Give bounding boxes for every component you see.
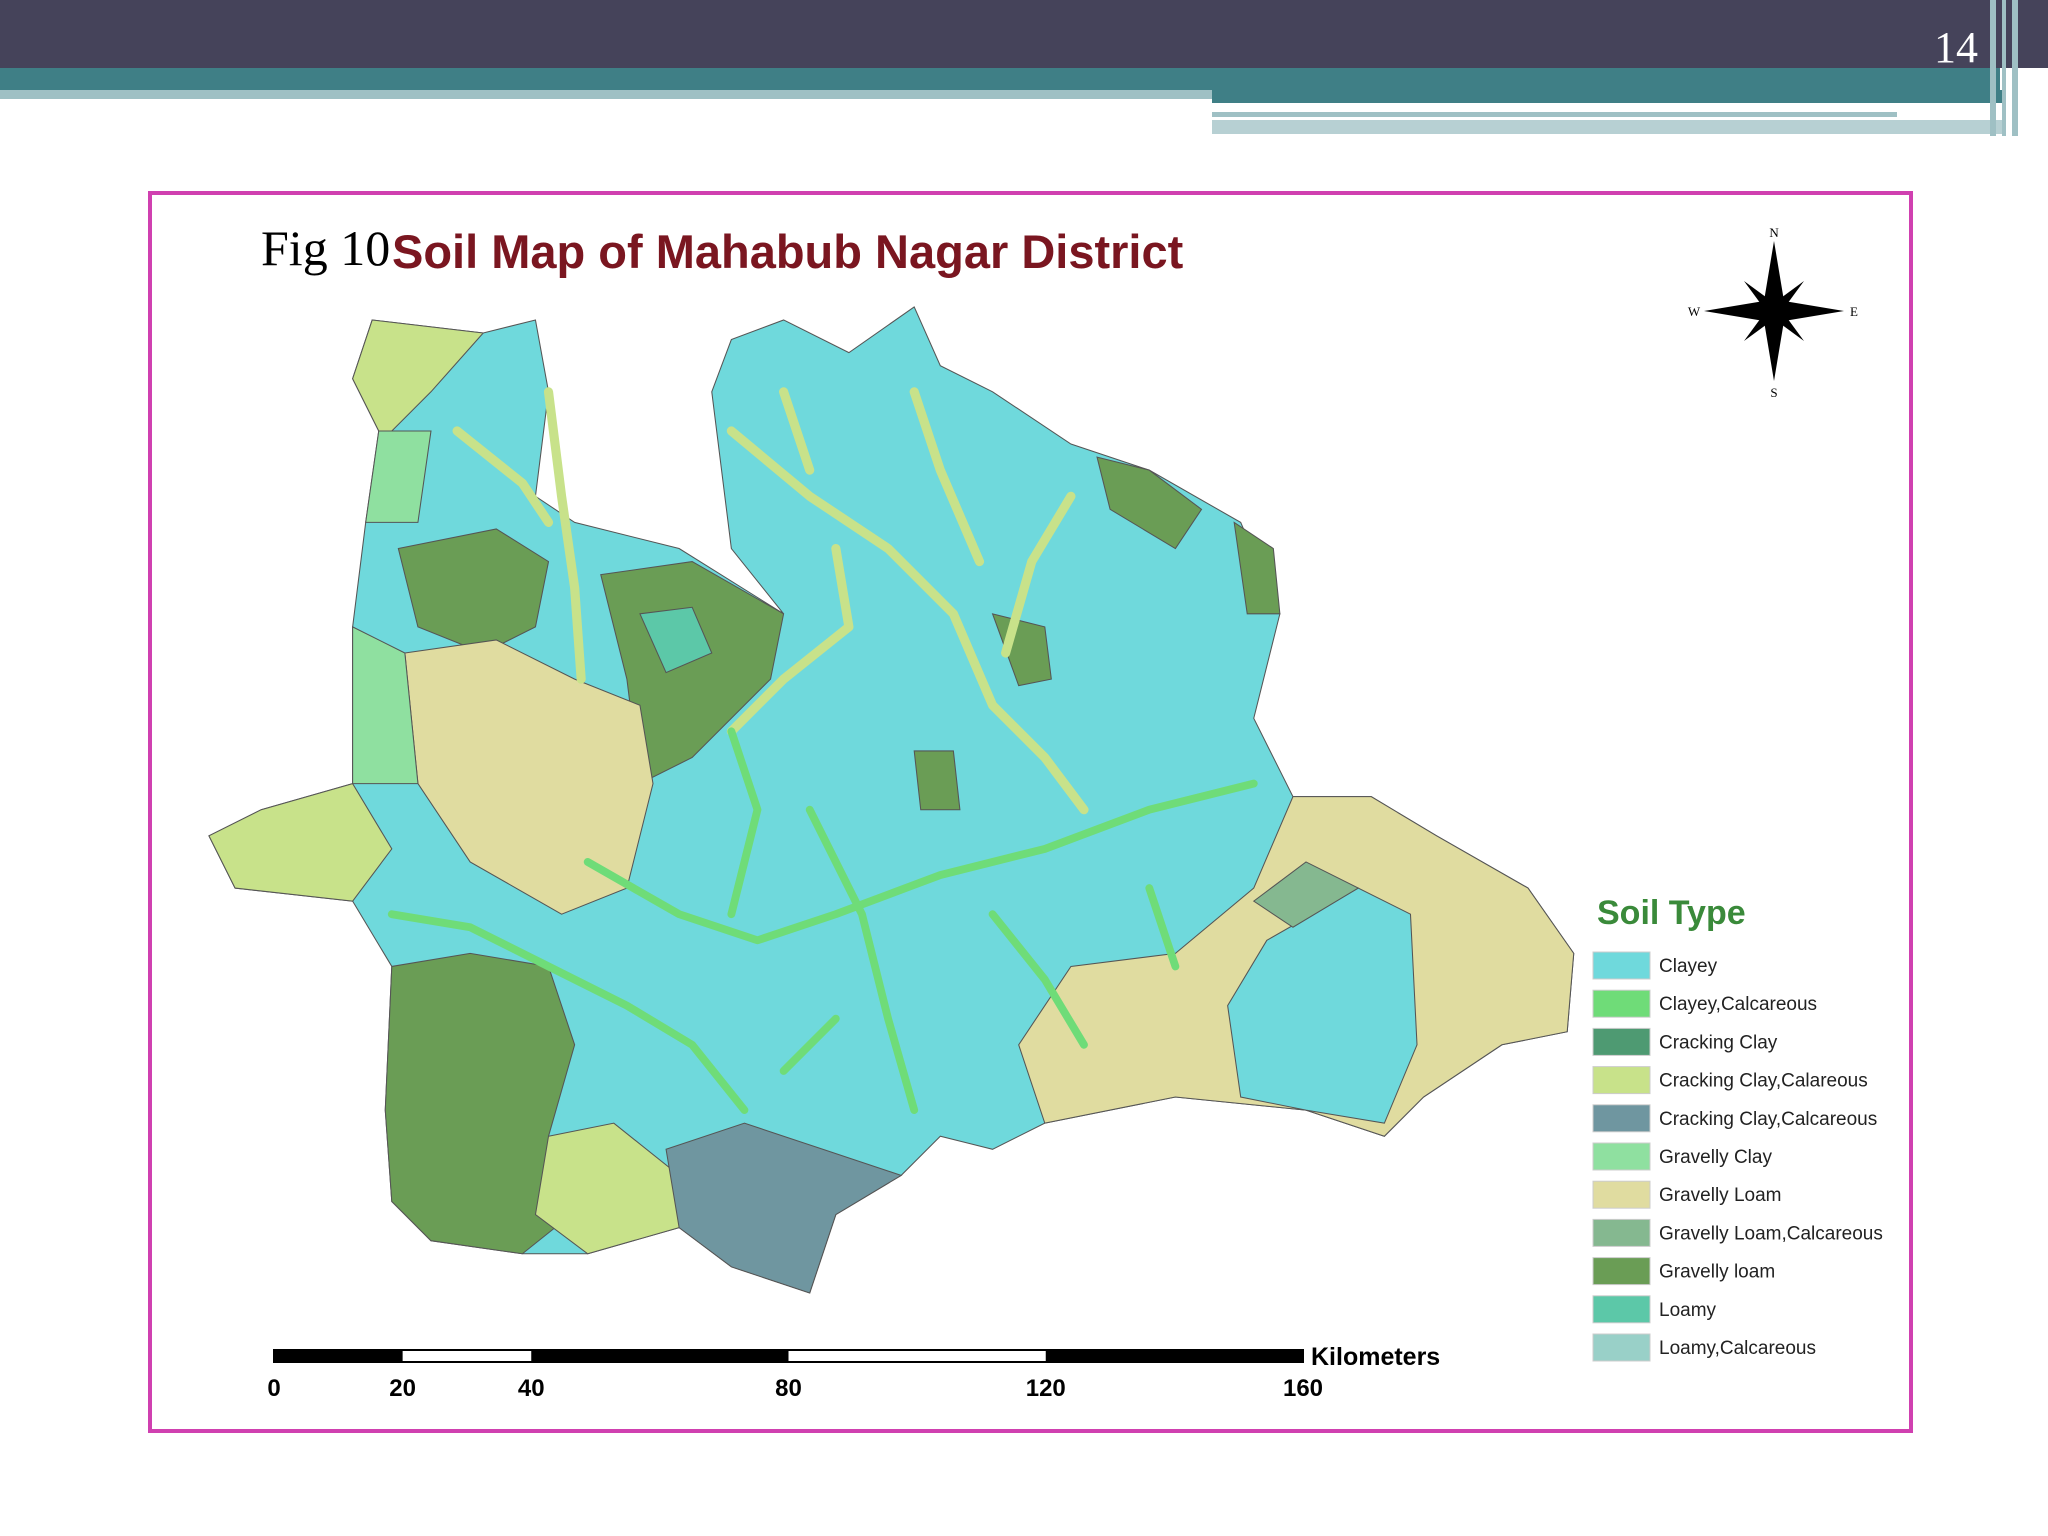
header-band-right [1212, 90, 2002, 103]
scale-tick-label: 0 [267, 1375, 280, 1402]
legend-swatch [1592, 1066, 1651, 1095]
compass-arrow [1744, 281, 1774, 311]
region [1096, 456, 1203, 550]
region [1227, 887, 1418, 1124]
compass-arrow [1774, 311, 1804, 341]
compass-arrow [1774, 301, 1844, 321]
header-strip-right [1212, 120, 2002, 134]
scale-bar: Kilometers 0 20 40 80 120 160 [267, 1343, 1440, 1402]
compass-arrow [1764, 241, 1784, 311]
legend-swatch [1592, 1218, 1651, 1247]
legend-swatch [1592, 1104, 1651, 1133]
legend-label: Clayey [1659, 956, 1718, 977]
scale-tick-label: 40 [518, 1375, 545, 1402]
legend-label: Gravelly Loam [1659, 1185, 1782, 1206]
compass: N S E W [1688, 225, 1858, 400]
legend-label: Cracking Clay,Calcareous [1659, 1109, 1877, 1130]
compass-e: E [1850, 304, 1858, 319]
slide-number: 14 [1934, 23, 1978, 72]
header-bar [0, 0, 2048, 68]
scale-bar-segment [1045, 1350, 1303, 1362]
scale-tick-label: 80 [775, 1375, 802, 1402]
figure-label: Fig 10 [261, 220, 390, 276]
region [397, 528, 550, 654]
compass-s: S [1770, 385, 1777, 400]
scale-tick-label: 160 [1283, 1375, 1323, 1402]
legend-swatch [1592, 989, 1651, 1018]
legend-swatch [1592, 951, 1651, 980]
header-stripe [2002, 0, 2006, 136]
scale-unit: Kilometers [1311, 1343, 1440, 1371]
legend-label: Clayey,Calcareous [1659, 994, 1817, 1015]
header-strip [0, 90, 1212, 99]
legend-label: Cracking Clay,Calareous [1659, 1071, 1868, 1092]
legend-label: Gravelly Loam,Calcareous [1659, 1223, 1883, 1244]
compass-arrow [1774, 281, 1804, 311]
legend-swatch [1592, 1333, 1651, 1362]
region [639, 606, 713, 674]
header-stripe [1990, 0, 1996, 136]
scale-bar-segment [531, 1350, 789, 1362]
region [913, 750, 961, 811]
drainage [387, 727, 1258, 1115]
legend-label: Gravelly loam [1659, 1262, 1775, 1283]
legend-swatch [1592, 1142, 1651, 1171]
region [365, 430, 432, 523]
scale-tick-label: 20 [389, 1375, 416, 1402]
region [1252, 861, 1360, 928]
compass-w: W [1688, 304, 1701, 319]
map-title: Soil Map of Mahabub Nagar District [392, 225, 1184, 278]
legend-swatch [1592, 1295, 1651, 1324]
legend-label: Cracking Clay [1659, 1032, 1778, 1053]
drainage [452, 387, 1089, 815]
soil-map [208, 306, 1575, 1294]
legend-label: Loamy,Calcareous [1659, 1338, 1816, 1359]
region [352, 626, 419, 785]
compass-arrow [1704, 301, 1774, 321]
legend: Clayey Clayey,Calcareous Cracking Clay Crac… [1592, 951, 1883, 1362]
header-band [0, 68, 2000, 90]
legend-label: Gravelly Clay [1659, 1147, 1772, 1168]
compass-arrow [1764, 311, 1784, 381]
compass-arrow [1744, 311, 1774, 341]
legend-swatch [1592, 1180, 1651, 1209]
legend-swatch [1592, 1027, 1651, 1056]
header-stripe [2012, 0, 2018, 136]
legend-swatch [1592, 1257, 1651, 1286]
header-line [1212, 112, 1897, 117]
region [404, 639, 654, 915]
region [665, 1122, 903, 1294]
region [1233, 521, 1281, 615]
scale-tick-label: 120 [1026, 1375, 1066, 1402]
legend-title: Soil Type [1597, 894, 1746, 932]
scale-bar-segment [274, 1350, 403, 1362]
compass-n: N [1769, 225, 1779, 240]
legend-label: Loamy [1659, 1300, 1717, 1321]
region [208, 782, 393, 902]
